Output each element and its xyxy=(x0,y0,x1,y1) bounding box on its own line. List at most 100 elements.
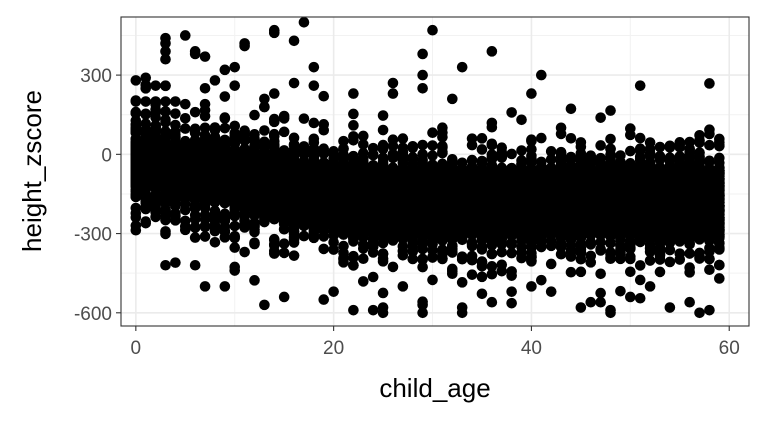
data-point xyxy=(357,202,369,213)
data-point xyxy=(377,287,389,299)
data-point xyxy=(209,222,221,233)
data-point xyxy=(417,261,428,273)
data-point xyxy=(318,199,330,211)
data-point xyxy=(278,218,290,230)
data-point xyxy=(249,238,260,250)
data-point xyxy=(160,106,171,117)
data-point xyxy=(357,276,369,287)
data-point xyxy=(249,220,260,231)
data-point xyxy=(377,208,389,220)
data-point xyxy=(367,240,379,252)
data-point xyxy=(407,246,419,257)
data-point xyxy=(348,219,359,230)
data-point xyxy=(259,138,270,149)
data-point xyxy=(348,108,359,120)
data-point xyxy=(189,137,201,149)
data-point xyxy=(189,168,201,180)
data-point xyxy=(387,134,399,145)
data-point xyxy=(189,160,201,172)
data-point xyxy=(140,152,152,164)
data-point xyxy=(367,271,379,283)
data-point xyxy=(209,154,221,165)
data-point xyxy=(328,191,339,203)
data-point xyxy=(179,123,191,134)
data-point xyxy=(170,192,181,203)
data-point xyxy=(377,248,389,260)
data-point xyxy=(239,165,250,176)
data-point xyxy=(209,145,221,157)
data-point xyxy=(308,117,320,129)
data-point xyxy=(140,217,152,229)
data-point xyxy=(209,188,221,200)
data-point xyxy=(229,188,241,199)
data-point xyxy=(377,171,389,182)
data-point xyxy=(288,172,300,183)
data-point xyxy=(249,147,260,159)
data-point xyxy=(219,214,231,225)
data-point xyxy=(318,243,330,255)
data-point xyxy=(397,165,409,176)
data-point xyxy=(199,129,211,141)
data-point xyxy=(338,176,349,187)
data-point xyxy=(298,230,310,242)
data-point xyxy=(179,151,191,162)
data-point xyxy=(170,131,181,143)
data-point xyxy=(387,202,399,213)
data-point xyxy=(249,166,260,177)
data-point xyxy=(268,185,280,196)
data-point xyxy=(397,233,409,244)
data-point xyxy=(338,201,349,212)
data-point xyxy=(189,202,201,214)
data-point xyxy=(377,217,389,229)
data-point xyxy=(239,219,250,231)
data-point xyxy=(357,222,369,233)
data-point xyxy=(219,160,231,171)
data-point xyxy=(407,213,419,225)
data-point xyxy=(229,179,241,190)
data-point xyxy=(377,124,389,136)
data-point xyxy=(199,221,211,233)
data-point xyxy=(298,158,310,170)
data-point xyxy=(199,122,211,134)
data-point xyxy=(417,198,428,209)
data-point xyxy=(298,217,310,228)
data-point xyxy=(397,154,409,166)
data-point xyxy=(179,172,191,184)
data-point xyxy=(367,188,379,200)
data-point xyxy=(357,181,369,192)
data-point xyxy=(140,160,152,172)
data-point xyxy=(259,216,270,227)
data-point xyxy=(170,150,181,162)
data-point xyxy=(268,140,280,152)
data-point xyxy=(219,226,231,238)
data-point xyxy=(239,175,250,186)
data-point xyxy=(268,202,280,213)
data-point xyxy=(199,209,211,221)
data-point xyxy=(249,200,260,212)
data-point xyxy=(357,253,369,265)
data-point xyxy=(229,242,241,253)
data-point xyxy=(170,209,181,221)
data-point xyxy=(427,236,438,247)
data-point xyxy=(229,130,241,142)
data-point xyxy=(229,164,241,175)
data-point xyxy=(328,160,339,171)
data-point xyxy=(308,210,320,221)
data-point xyxy=(278,247,290,259)
data-point xyxy=(268,164,280,176)
data-point xyxy=(130,154,142,165)
data-point xyxy=(328,217,339,229)
data-point xyxy=(199,188,211,200)
data-point xyxy=(239,186,250,198)
data-point xyxy=(239,128,250,140)
data-point xyxy=(170,157,181,169)
data-point xyxy=(219,172,231,184)
data-point xyxy=(417,174,428,186)
data-point xyxy=(288,145,300,156)
data-point xyxy=(357,239,369,250)
data-point xyxy=(427,183,438,195)
data-point xyxy=(288,161,300,173)
data-point xyxy=(367,206,379,218)
data-point xyxy=(160,117,171,128)
data-point xyxy=(160,151,171,163)
